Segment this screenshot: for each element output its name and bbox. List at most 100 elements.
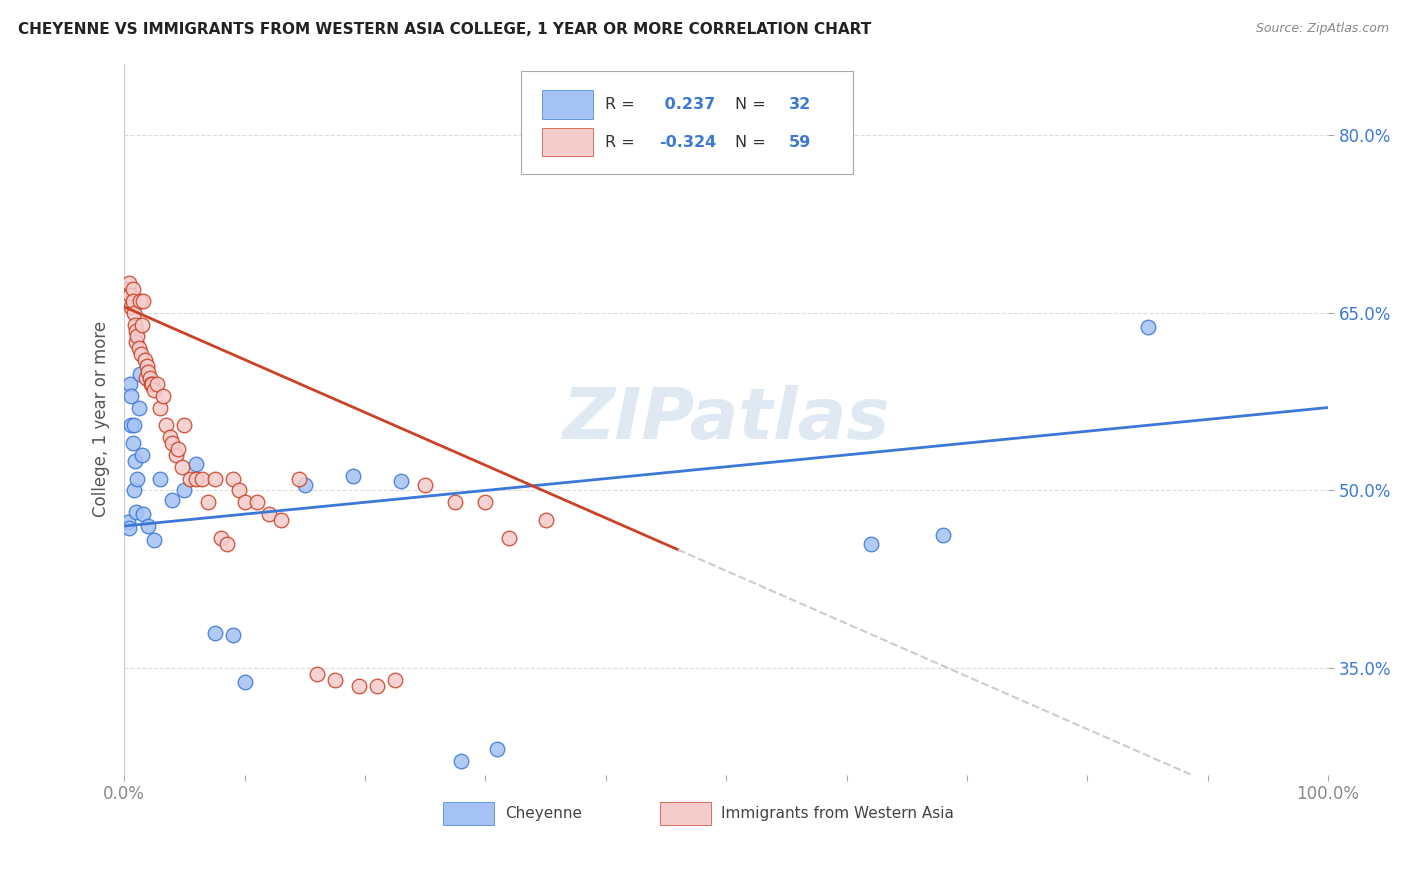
Point — [221, 472, 243, 486]
Point — [197, 495, 219, 509]
Point — [389, 474, 412, 488]
Point — [120, 376, 142, 391]
Point — [120, 288, 142, 302]
Point — [139, 376, 162, 391]
Point — [233, 675, 256, 690]
Point — [122, 418, 145, 433]
Point — [128, 401, 150, 415]
Point — [167, 442, 190, 456]
Text: Cheyenne: Cheyenne — [505, 806, 582, 822]
Point — [124, 318, 146, 332]
Point — [141, 376, 163, 391]
Point — [120, 300, 142, 314]
Point — [859, 537, 882, 551]
Text: ZIPatlas: ZIPatlas — [562, 384, 890, 454]
Point — [486, 741, 509, 756]
Point — [444, 495, 467, 509]
Point — [384, 673, 406, 687]
Point — [498, 531, 520, 545]
Y-axis label: College, 1 year or more: College, 1 year or more — [93, 321, 110, 517]
Point — [228, 483, 250, 498]
Point — [149, 472, 172, 486]
FancyBboxPatch shape — [522, 71, 852, 174]
Point — [323, 673, 346, 687]
Point — [132, 507, 155, 521]
Point — [204, 472, 226, 486]
Text: -0.324: -0.324 — [659, 135, 716, 150]
Point — [162, 436, 184, 450]
Point — [128, 368, 150, 382]
Point — [131, 318, 153, 332]
Point — [366, 679, 388, 693]
Point — [120, 389, 142, 403]
Text: 32: 32 — [789, 97, 811, 112]
Point — [270, 513, 292, 527]
Text: R =: R = — [605, 97, 640, 112]
Point — [135, 371, 157, 385]
Point — [121, 436, 143, 450]
Point — [115, 293, 138, 308]
FancyBboxPatch shape — [541, 128, 592, 156]
Point — [136, 365, 159, 379]
Text: CHEYENNE VS IMMIGRANTS FROM WESTERN ASIA COLLEGE, 1 YEAR OR MORE CORRELATION CHA: CHEYENNE VS IMMIGRANTS FROM WESTERN ASIA… — [18, 22, 872, 37]
Point — [246, 495, 269, 509]
Text: Source: ZipAtlas.com: Source: ZipAtlas.com — [1256, 22, 1389, 36]
Point — [120, 418, 142, 433]
Point — [143, 533, 166, 548]
Point — [233, 495, 256, 509]
Point — [173, 418, 195, 433]
Point — [117, 516, 139, 530]
Point — [305, 667, 328, 681]
Text: 0.237: 0.237 — [659, 97, 716, 112]
Point — [170, 459, 193, 474]
Point — [257, 507, 280, 521]
Point — [118, 521, 141, 535]
Point — [118, 276, 141, 290]
Point — [221, 628, 243, 642]
Point — [132, 293, 155, 308]
Text: N =: N = — [734, 97, 770, 112]
Point — [145, 376, 167, 391]
Text: N =: N = — [734, 135, 770, 150]
Point — [149, 401, 172, 415]
Point — [342, 469, 364, 483]
Point — [155, 418, 177, 433]
Point — [134, 353, 156, 368]
Point — [122, 306, 145, 320]
Point — [122, 483, 145, 498]
Point — [128, 341, 150, 355]
Point — [932, 528, 955, 542]
FancyBboxPatch shape — [443, 803, 494, 825]
Point — [450, 754, 472, 768]
Point — [127, 329, 149, 343]
Point — [124, 454, 146, 468]
Point — [1136, 320, 1159, 334]
Point — [121, 282, 143, 296]
Point — [173, 483, 195, 498]
Text: 59: 59 — [789, 135, 811, 150]
Point — [165, 448, 187, 462]
Point — [136, 519, 159, 533]
Point — [159, 430, 181, 444]
Point — [413, 477, 436, 491]
Point — [294, 477, 316, 491]
Point — [136, 359, 159, 373]
Point — [186, 472, 208, 486]
Point — [204, 625, 226, 640]
FancyBboxPatch shape — [659, 803, 710, 825]
Point — [127, 472, 149, 486]
Point — [152, 389, 174, 403]
Point — [186, 458, 208, 472]
Point — [125, 324, 148, 338]
Point — [129, 347, 152, 361]
Point — [347, 679, 370, 693]
Point — [131, 448, 153, 462]
Point — [474, 495, 496, 509]
Point — [143, 383, 166, 397]
Point — [179, 472, 201, 486]
Text: R =: R = — [605, 135, 640, 150]
Point — [138, 371, 160, 385]
Point — [209, 531, 232, 545]
Text: Immigrants from Western Asia: Immigrants from Western Asia — [721, 806, 955, 822]
Point — [534, 513, 557, 527]
